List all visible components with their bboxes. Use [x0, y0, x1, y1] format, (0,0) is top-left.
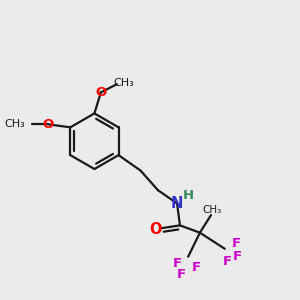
Text: H: H [183, 189, 194, 202]
Text: CH₃: CH₃ [203, 205, 222, 215]
Text: CH₃: CH₃ [4, 119, 25, 129]
Text: N: N [171, 196, 183, 211]
Text: F: F [192, 261, 201, 274]
Text: F: F [172, 257, 182, 271]
Text: O: O [149, 222, 162, 237]
Text: F: F [223, 255, 232, 268]
Text: O: O [95, 86, 106, 99]
Text: O: O [43, 118, 54, 131]
Text: F: F [232, 250, 242, 263]
Text: F: F [231, 237, 240, 250]
Text: CH₃: CH₃ [114, 78, 134, 88]
Text: F: F [177, 268, 186, 281]
